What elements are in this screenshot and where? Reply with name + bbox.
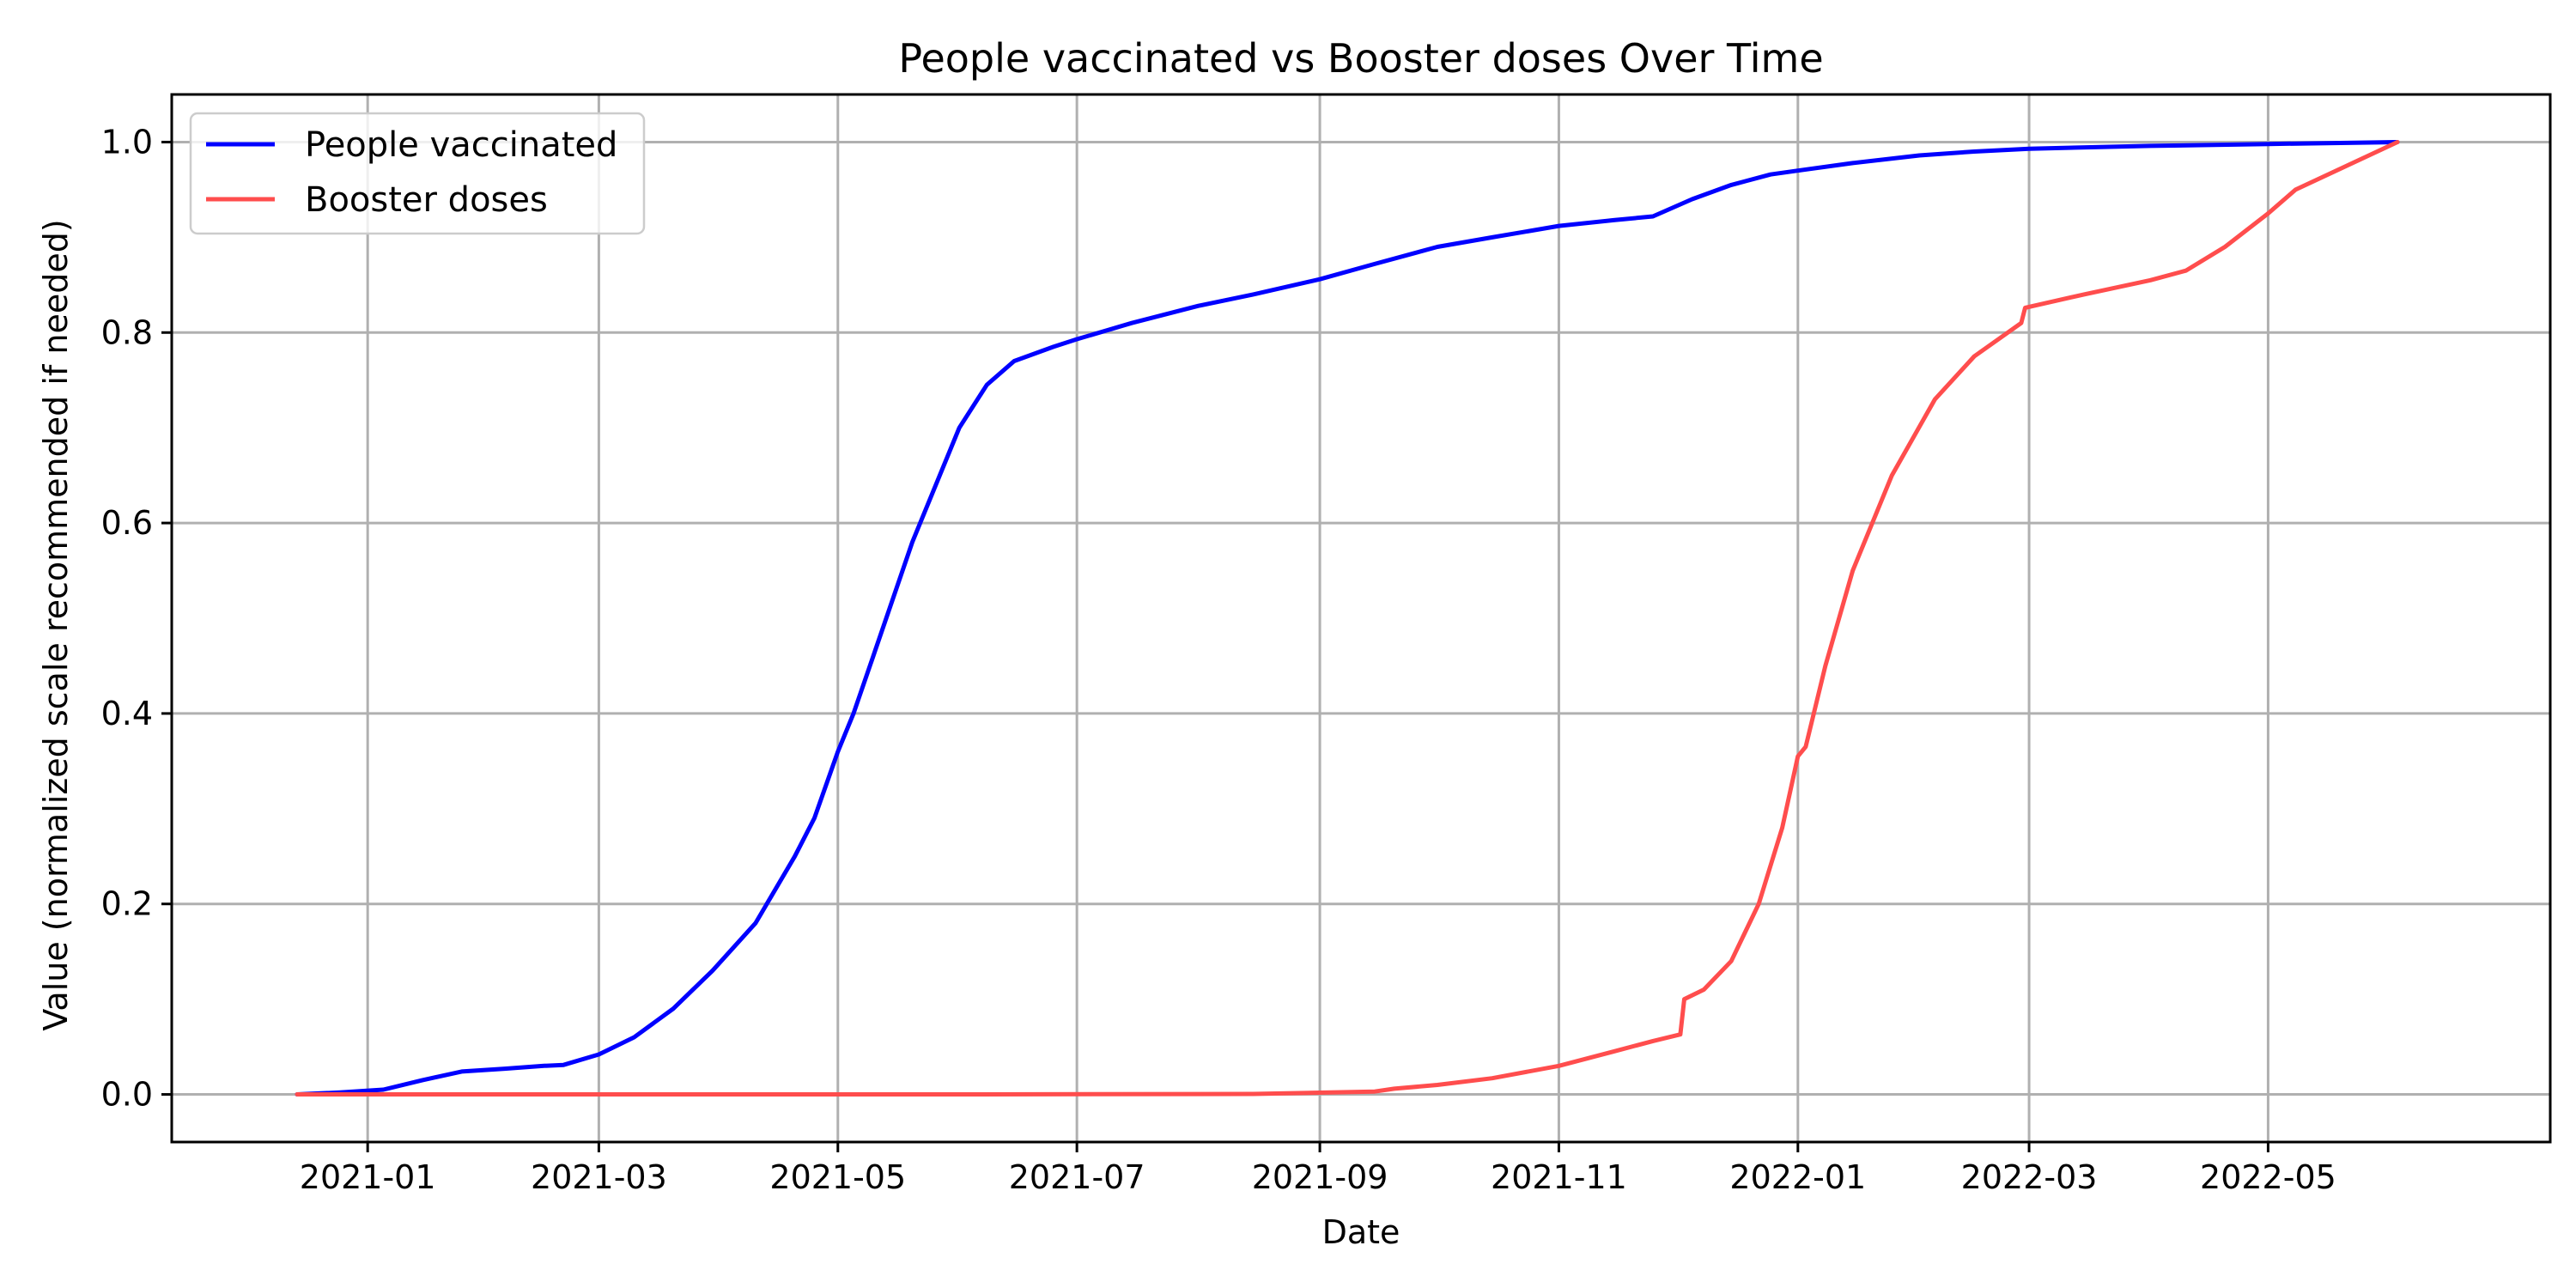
legend-label-booster-doses: Booster doses [305,180,548,220]
series-lines [295,140,2400,1097]
x-tick-label: 2022-03 [1961,1158,2098,1196]
x-tick-label: 2021-05 [769,1158,906,1196]
x-tick-label: 2021-07 [1009,1158,1145,1196]
y-tick-label: 0.6 [101,504,153,542]
x-tick-label: 2021-09 [1252,1158,1388,1196]
x-tick-label: 2021-11 [1491,1158,1627,1196]
y-tick-label: 1.0 [101,123,153,161]
y-axis-label: Value (normalized scale recommended if n… [37,219,75,1030]
chart-title: People vaccinated vs Booster doses Over … [898,35,1823,82]
grid [172,94,2550,1142]
axis-ticks: 2021-01 2021-03 2021-05 2021-07 2021-09 2021-… [101,123,2336,1196]
y-tick-label: 0.8 [101,313,153,351]
y-tick-label: 0.2 [101,885,153,923]
series-line-people-vaccinated [295,140,2400,1097]
legend-label-people-vaccinated: People vaccinated [305,125,617,165]
legend-box [189,112,646,235]
x-tick-label: 2022-05 [2200,1158,2336,1196]
x-tick-label: 2021-03 [531,1158,667,1196]
legend: People vaccinated Booster doses [189,112,646,235]
x-axis-label: Date [1322,1213,1400,1251]
x-tick-label: 2022-01 [1729,1158,1866,1196]
y-tick-label: 0.4 [101,695,153,732]
series-line-booster-doses [295,140,2400,1097]
plot-frame [170,93,2552,1144]
y-tick-label: 0.0 [101,1076,153,1114]
x-tick-label: 2021-01 [300,1158,436,1196]
